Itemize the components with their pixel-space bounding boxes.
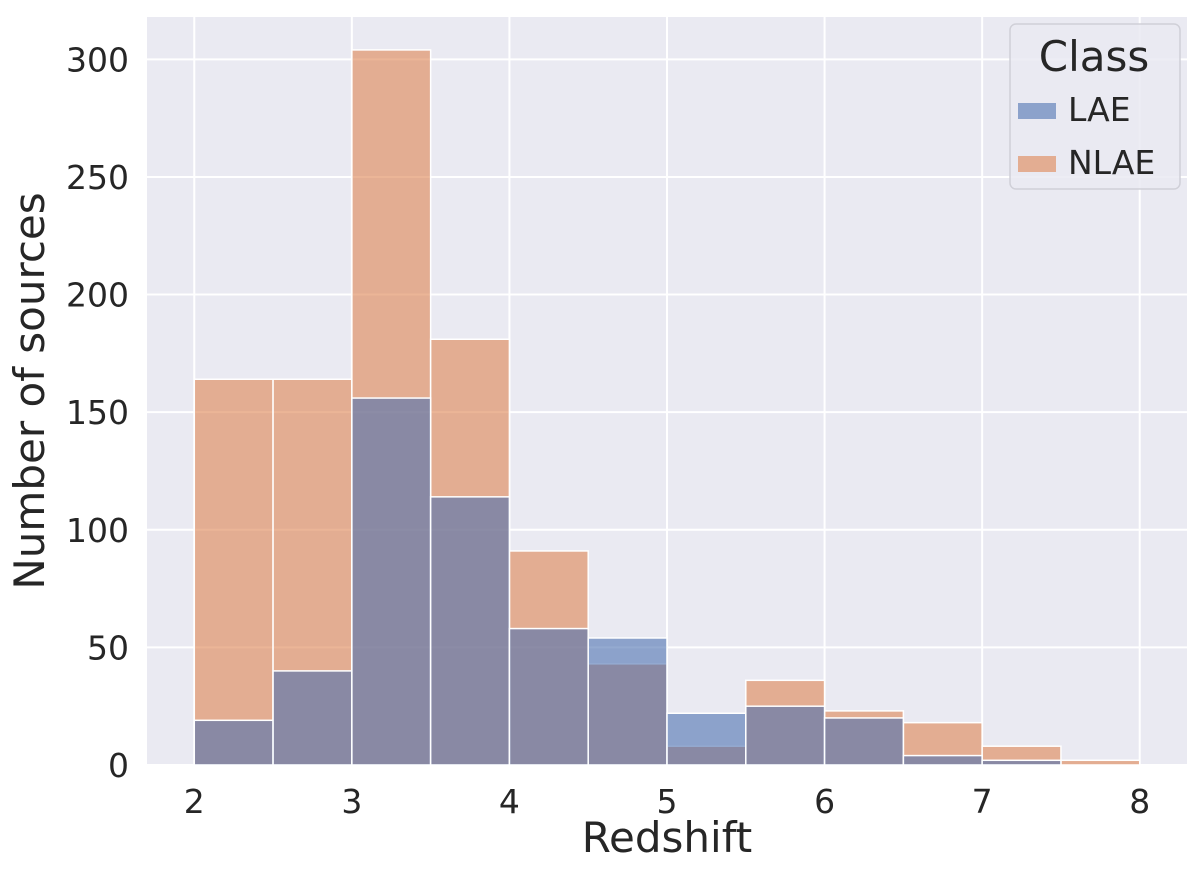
bar-lae-bin-6 [666, 712, 747, 766]
x-axis-title: Redshift [582, 813, 752, 862]
bar-lae-bin-3 [429, 496, 511, 766]
y-axis-title: Number of sources [5, 192, 54, 589]
bar-lae-bin-5 [587, 637, 668, 766]
x-tick-label: 3 [341, 782, 362, 821]
bar-lae-bin-10 [981, 759, 1062, 766]
legend-swatch-lae [1018, 103, 1056, 119]
legend-label-nlae: NLAE [1068, 143, 1155, 182]
legend-swatch-nlae [1018, 156, 1056, 172]
series-lae-bars [193, 397, 1062, 766]
legend-box [1009, 23, 1181, 190]
bar-lae-bin-0 [193, 719, 274, 766]
bar-lae-bin-2 [351, 397, 432, 766]
bar-lae-bin-8 [823, 717, 905, 766]
legend: Class LAE NLAE [1009, 23, 1181, 190]
x-tick-label: 7 [972, 782, 993, 821]
bar-nlae-bin-0 [193, 378, 274, 766]
y-tick-label: 300 [66, 40, 129, 79]
y-tick-label: 50 [87, 628, 129, 667]
y-tick-labels: 0 50 100 150 200 250 300 [66, 40, 129, 785]
x-tick-label: 2 [184, 782, 205, 821]
x-tick-label: 8 [1129, 782, 1150, 821]
legend-label-lae: LAE [1068, 90, 1131, 129]
y-tick-label: 100 [66, 511, 129, 550]
bar-lae-bin-4 [508, 627, 589, 766]
y-tick-label: 0 [108, 746, 129, 785]
y-tick-label: 250 [66, 158, 129, 197]
x-tick-label: 4 [499, 782, 520, 821]
x-tick-label: 5 [657, 782, 678, 821]
x-tick-label: 6 [814, 782, 835, 821]
bar-lae-bin-1 [272, 670, 353, 766]
bar-lae-bin-7 [745, 705, 826, 766]
bar-lae-bin-9 [902, 754, 983, 766]
x-tick-labels: 2 3 4 5 6 7 8 [184, 782, 1150, 821]
y-tick-label: 200 [66, 276, 129, 315]
bar-nlae-bin-11 [1060, 759, 1141, 766]
legend-title: Class [1039, 32, 1150, 81]
y-tick-label: 150 [66, 393, 129, 432]
